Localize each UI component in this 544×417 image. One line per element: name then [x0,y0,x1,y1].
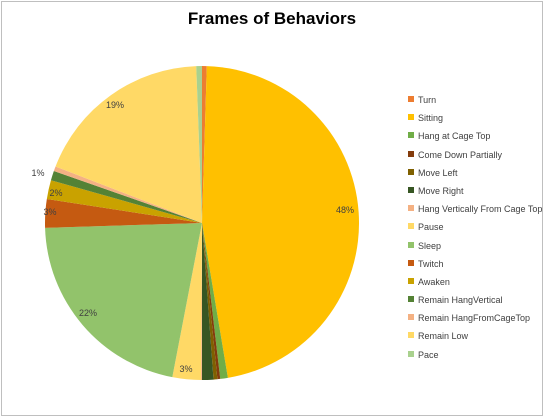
pie-slice-0 [202,65,207,224]
legend-item-11: Remain HangVertical [408,291,542,309]
chart-title: Frames of Behaviors [187,9,357,28]
legend-item-1: Sitting [408,109,542,127]
legend-label-2: Hang at Cage Top [418,131,491,142]
legend-swatch-6 [408,205,414,212]
legend-item-6: Hang Vertically From Cage Top [408,200,542,218]
legend-item-12: Remain HangFromCageTop [408,309,542,327]
legend-label-11: Remain HangVertical [418,295,503,306]
legend-label-10: Awaken [418,276,450,287]
legend-swatch-14 [408,350,414,357]
slice-label-9: 3% [43,207,56,217]
legend-label-4: Move Left [418,167,458,178]
legend-item-8: Sleep [408,237,542,255]
pie-slice-7 [172,223,202,380]
slice-label-10: 2% [49,188,62,198]
legend-item-14: Pace [408,346,542,364]
legend-item-4: Move Left [408,164,542,182]
pie-slice-1 [202,66,360,378]
pie-slice-8 [45,223,202,378]
slice-label-13: 19% [106,100,124,110]
legend: Turn Sitting Hang at Cage Top Come Down Par… [408,91,542,364]
legend-swatch-3 [408,150,414,157]
legend-label-1: Sitting [418,113,444,124]
legend-label-0: Turn [418,95,437,105]
legend-swatch-1 [408,114,414,121]
legend-swatch-11 [408,296,414,303]
legend-label-7: Pause [418,222,444,233]
pie-slice-9 [44,199,202,228]
legend-item-2: Hang at Cage Top [408,127,542,145]
legend-swatch-10 [408,277,414,284]
pie-slice-4 [202,223,218,380]
legend-item-0: Turn [408,91,542,109]
pie-slice-11 [50,171,203,223]
slice-label-8: 22% [79,308,97,318]
legend-label-5: Move Right [418,185,464,196]
pie-slice-3 [202,223,221,380]
legend-swatch-4 [408,168,414,175]
legend-item-3: Come Down Partially [408,146,542,164]
legend-label-3: Come Down Partially [418,149,503,160]
legend-label-12: Remain HangFromCageTop [418,313,531,324]
legend-label-14: Pace [418,349,439,360]
pie-slice-2 [202,223,228,379]
legend-swatch-7 [408,223,414,230]
pie-slice-12 [53,166,202,223]
pie-slice-13 [55,66,202,223]
legend-swatch-5 [408,186,414,193]
legend-item-5: Move Right [408,182,542,200]
pie-slice-10 [46,180,203,223]
legend-swatch-13 [408,332,414,339]
legend-item-13: Remain Low [408,327,542,345]
pie-slice-5 [202,223,214,380]
legend-swatch-8 [408,241,414,248]
legend-label-6: Hang Vertically From Cage Top [418,204,543,215]
slice-label-1: 48% [336,205,354,215]
legend-swatch-2 [408,132,414,139]
legend-item-9: Twitch [408,255,542,273]
legend-swatch-0 [408,96,414,102]
legend-swatch-9 [408,259,414,266]
pie-slice-14 [196,66,202,223]
slice-label-12: 1% [31,168,44,178]
legend-label-8: Sleep [418,240,442,251]
pie-slice-6 [201,223,202,381]
legend-label-13: Remain Low [418,331,469,342]
legend-item-7: Pause [408,218,542,236]
slice-label-7: 3% [179,364,192,374]
legend-label-9: Twitch [418,258,444,269]
legend-item-10: Awaken [408,273,542,291]
legend-swatch-12 [408,314,414,321]
